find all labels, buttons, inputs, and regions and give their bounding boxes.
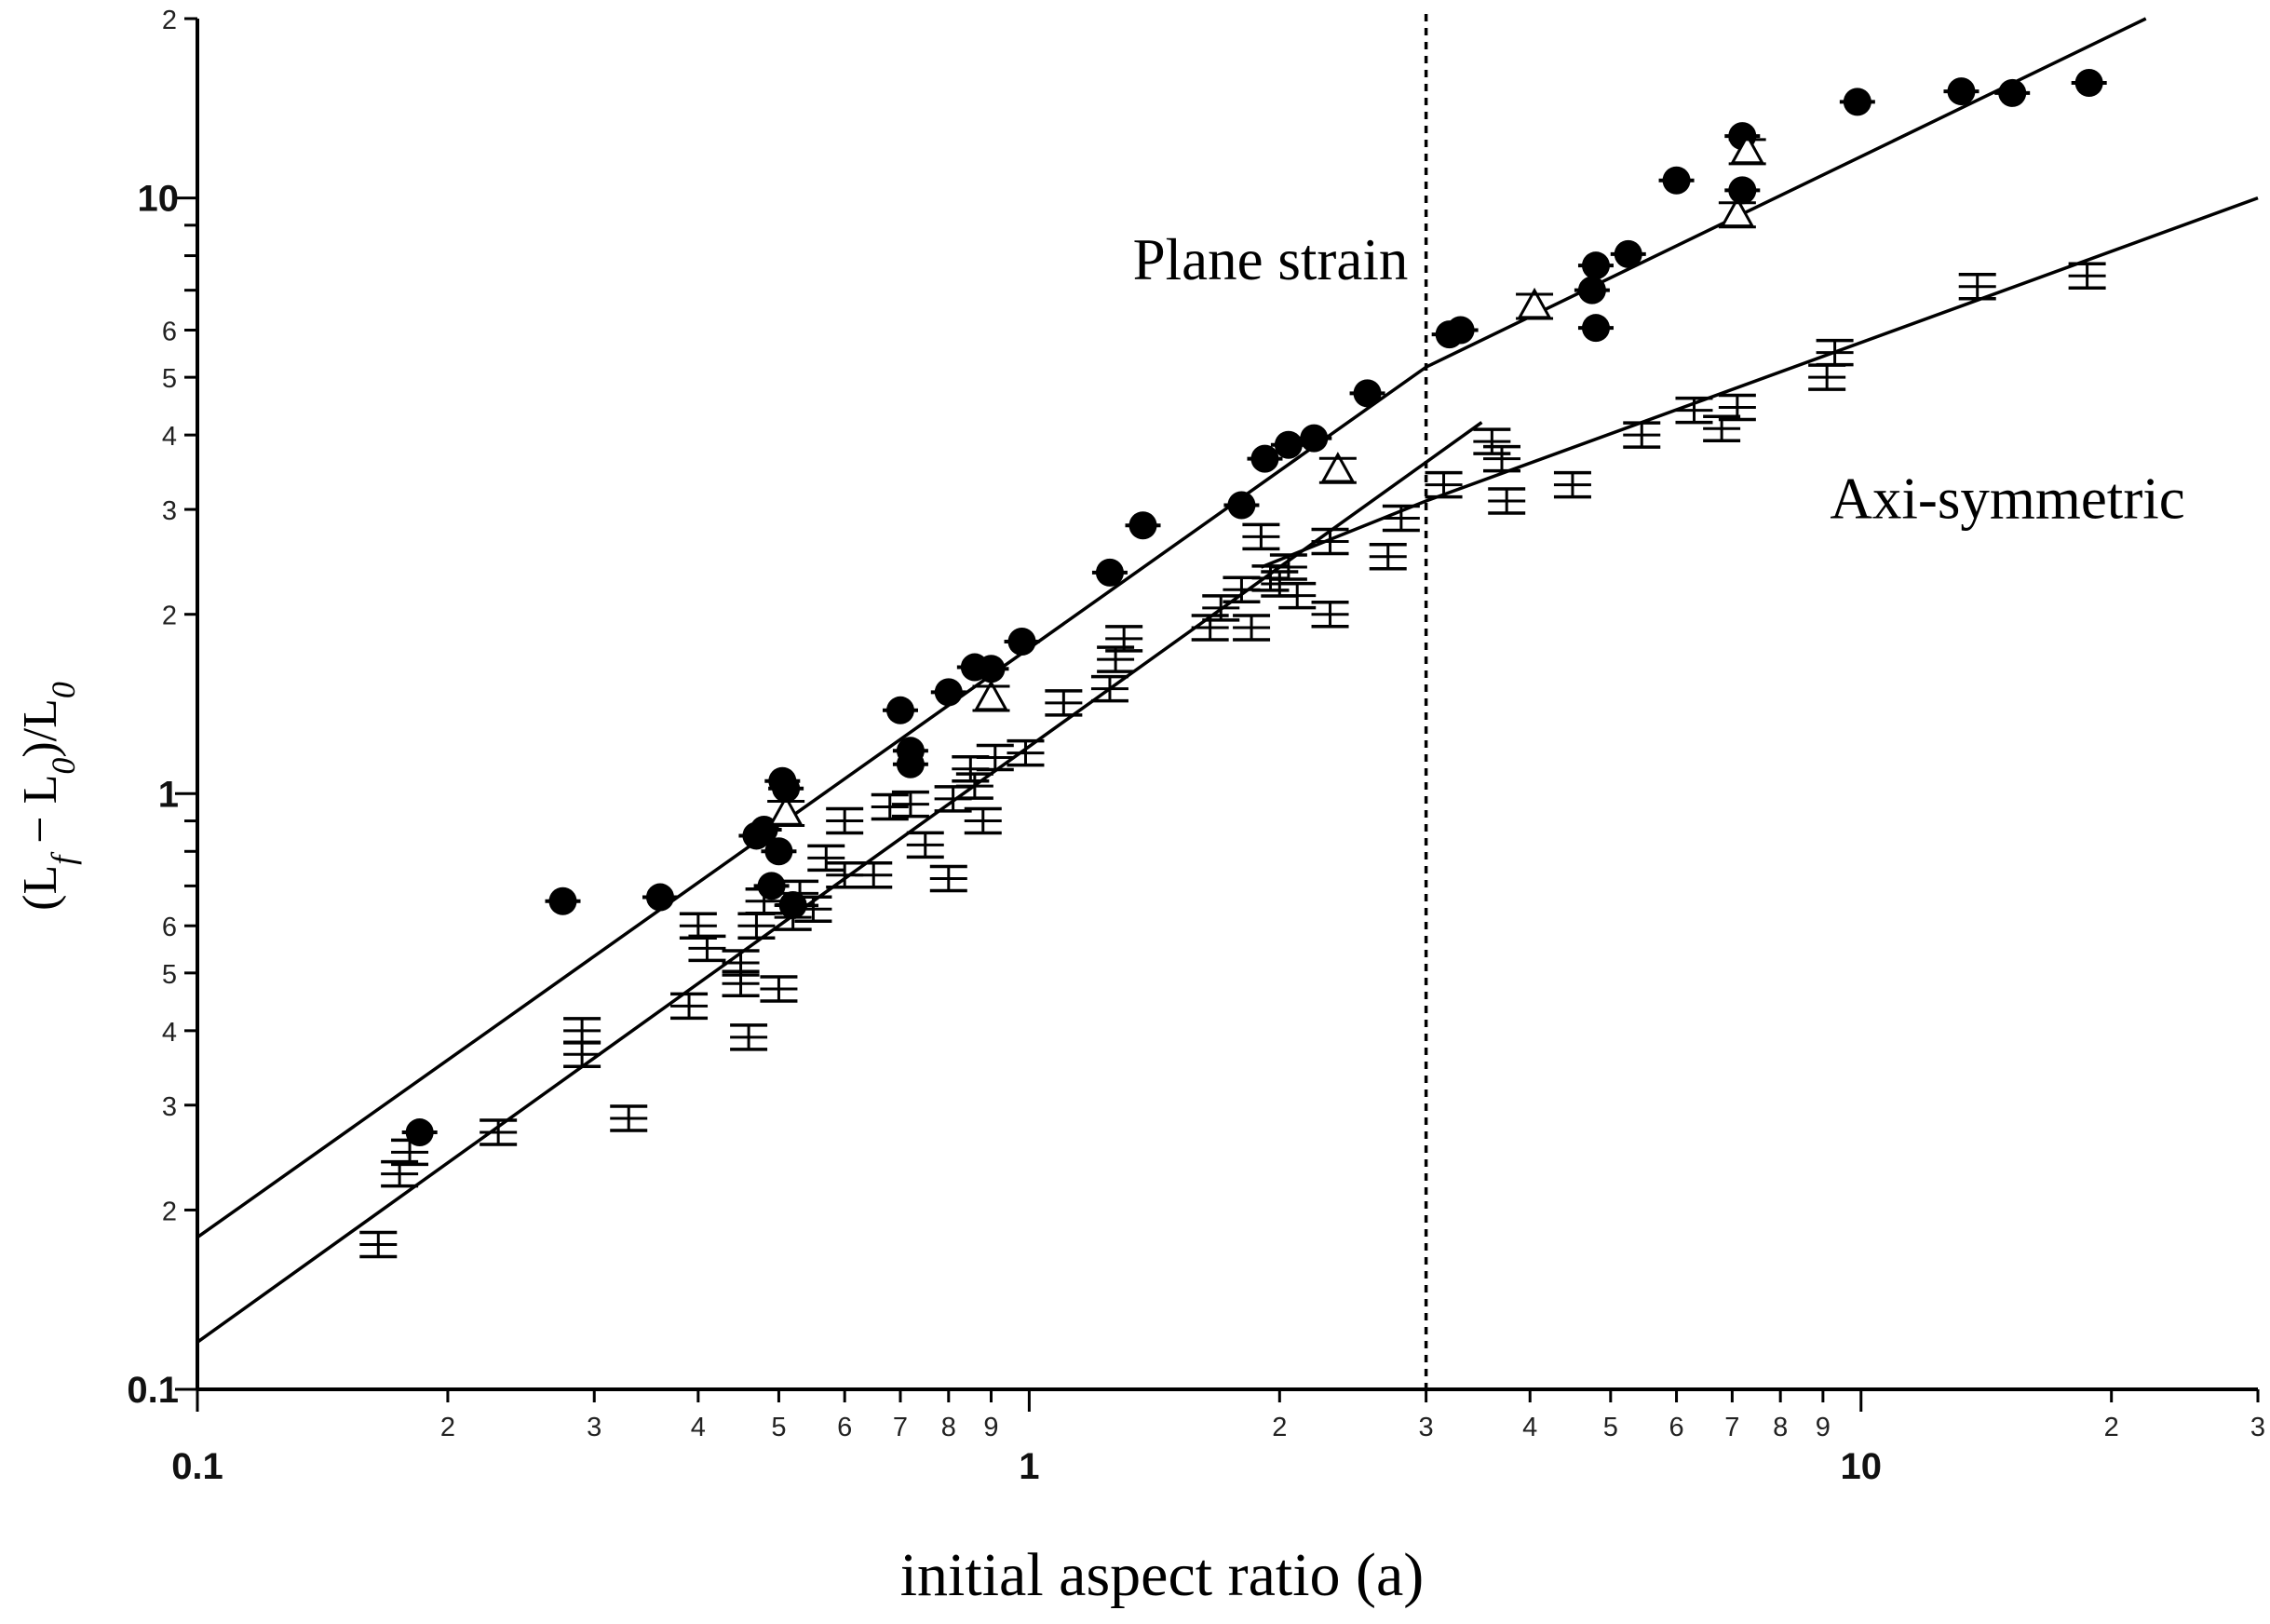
x-tick-label-minor: 9	[1816, 1413, 1831, 1442]
fit-line-1	[196, 17, 2147, 1239]
tick-labels: 0.1 1 102 3 4 5 6 7 8 9 2 3 4 5 6 7 8 9 2 30.11102345623456…	[127, 6, 2265, 1487]
axes	[175, 17, 2260, 1412]
x-tick-label-minor: 4	[691, 1413, 706, 1442]
y-axis-title-subscript: 0	[45, 758, 82, 775]
y-tick-label-minor: 3	[162, 496, 177, 526]
x-tick-label-minor: 8	[1773, 1413, 1788, 1442]
y-axis-title-part: − L	[14, 775, 67, 856]
x-tick-label-major: 10	[1841, 1446, 1883, 1487]
y-axis-title: (Lf − L0)/L0	[14, 682, 82, 911]
x-tick-label-minor: 4	[1522, 1413, 1537, 1442]
x-tick-label-minor: 6	[837, 1413, 852, 1442]
y-axis-title-part: )/L	[14, 698, 67, 758]
x-tick-label-minor: 3	[2250, 1413, 2265, 1442]
y-tick-label-minor: 2	[162, 1197, 177, 1226]
y-tick-label-major: 10	[138, 179, 180, 220]
y-tick-label-major: 1	[158, 774, 179, 815]
x-tick-label-minor: 5	[771, 1413, 786, 1442]
y-axis-title-part: (L	[14, 865, 67, 911]
x-tick-label-minor: 9	[983, 1413, 998, 1442]
annotation-axi-symmetric: Axi-symmetric	[1830, 466, 2184, 531]
y-tick-label-minor: 6	[162, 317, 177, 346]
y-tick-label-minor: 4	[162, 1018, 177, 1048]
annotation-plane-strain: Plane strain	[1133, 227, 1409, 292]
y-tick-label-minor: 2	[162, 6, 177, 35]
y-tick-label-major: 0.1	[127, 1370, 179, 1411]
fit-line-2	[196, 421, 1483, 1344]
x-tick-label-minor: 2	[2104, 1413, 2119, 1442]
x-tick-label-minor: 7	[893, 1413, 908, 1442]
x-tick-label-minor: 3	[1419, 1413, 1434, 1442]
x-tick-label-minor: 3	[587, 1413, 601, 1442]
x-tick-label-minor: 8	[941, 1413, 956, 1442]
x-tick-label-minor: 2	[440, 1413, 455, 1442]
y-tick-label-minor: 6	[162, 913, 177, 942]
annotations: Plane strain Axi-symmetric	[1133, 227, 2185, 531]
x-tick-label-major: 0.1	[171, 1446, 223, 1487]
x-tick-label-minor: 5	[1603, 1413, 1618, 1442]
y-tick-label-minor: 5	[162, 960, 177, 990]
y-tick-label-minor: 4	[162, 422, 177, 452]
x-tick-label-major: 1	[1019, 1446, 1039, 1487]
y-axis-title-subscript: 0	[45, 682, 82, 698]
y-tick-label-minor: 3	[162, 1092, 177, 1122]
x-axis-title: initial aspect ratio (a)	[900, 1541, 1425, 1609]
x-tick-label-minor: 6	[1669, 1413, 1683, 1442]
y-tick-label-minor: 5	[162, 364, 177, 394]
x-tick-label-minor: 2	[1272, 1413, 1287, 1442]
y-tick-label-minor: 2	[162, 602, 177, 631]
data-points	[359, 69, 2107, 1259]
x-tick-label-minor: 7	[1724, 1413, 1739, 1442]
